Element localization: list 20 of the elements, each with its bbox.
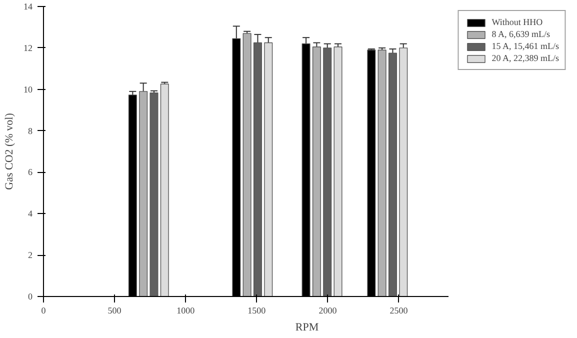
x-axis-title: RPM: [295, 322, 319, 334]
legend-label: 20 A, 22,389 mL/s: [492, 53, 559, 63]
legend-label: Without HHO: [492, 17, 543, 27]
x-tick-label: 1000: [176, 306, 196, 316]
x-tick-label: 1500: [248, 306, 266, 316]
y-axis-title: Gas CO2 (% vol): [4, 112, 16, 190]
y-tick-label: 8: [28, 126, 33, 136]
x-tick-label: 2500: [390, 306, 408, 316]
legend-label: 8 A, 6,639 mL/s: [492, 29, 550, 39]
x-tick-label: 500: [108, 306, 122, 316]
x-tick-label: 0: [41, 306, 46, 316]
y-tick-label: 6: [28, 167, 33, 178]
y-tick-label: 4: [28, 208, 33, 219]
y-tick-label: 12: [24, 42, 32, 53]
x-tick-label: 2000: [318, 306, 338, 316]
y-tick-label: 2: [28, 250, 32, 260]
y-tick-label: 10: [24, 84, 33, 94]
legend-label: 15 A, 15,461 mL/s: [492, 41, 559, 51]
y-tick-label: 0: [28, 292, 33, 302]
y-tick-label: 14: [24, 2, 33, 12]
